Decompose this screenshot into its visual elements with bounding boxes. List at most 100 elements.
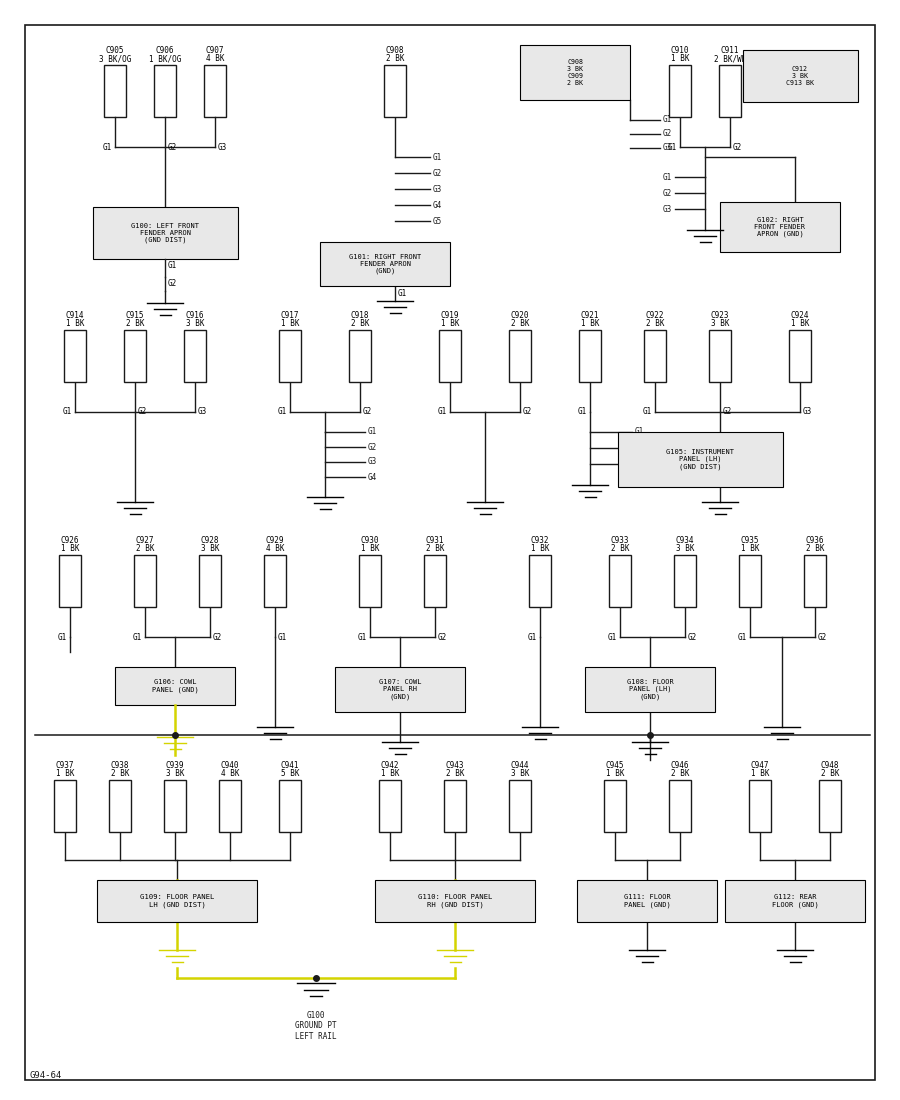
Text: 4 BK: 4 BK — [206, 54, 224, 63]
Bar — [749, 780, 771, 832]
Text: G1: G1 — [368, 428, 377, 437]
Text: G1: G1 — [358, 632, 367, 641]
Text: C939: C939 — [166, 761, 184, 770]
Text: C908
3 BK
C909
2 BK: C908 3 BK C909 2 BK — [567, 59, 583, 86]
Text: 1 BK: 1 BK — [751, 769, 770, 778]
Text: G106: COWL
PANEL (GND): G106: COWL PANEL (GND) — [151, 679, 198, 693]
Bar — [509, 780, 531, 832]
Text: 3 BK: 3 BK — [711, 319, 729, 328]
Text: G1: G1 — [437, 407, 447, 417]
Bar — [674, 556, 696, 607]
Text: 2 BK: 2 BK — [511, 319, 529, 328]
Text: C944: C944 — [511, 761, 529, 770]
Text: G94-64: G94-64 — [30, 1071, 62, 1080]
Text: G108: FLOOR
PANEL (LH)
(GND): G108: FLOOR PANEL (LH) (GND) — [626, 679, 673, 700]
Text: C942: C942 — [381, 761, 400, 770]
Text: 1 BK: 1 BK — [361, 544, 379, 553]
Text: G3: G3 — [662, 205, 672, 213]
Text: 1 BK: 1 BK — [670, 54, 689, 63]
Text: 1 BK: 1 BK — [791, 319, 809, 328]
Text: G1: G1 — [103, 143, 112, 152]
Bar — [604, 780, 626, 832]
Text: 2 BK: 2 BK — [670, 769, 689, 778]
Text: G2: G2 — [363, 407, 373, 417]
Text: 3 BK/OG: 3 BK/OG — [99, 54, 131, 63]
Text: G4: G4 — [433, 200, 442, 209]
Text: C934: C934 — [676, 536, 694, 544]
Bar — [439, 330, 461, 382]
Text: G2: G2 — [433, 168, 442, 177]
Bar — [93, 207, 238, 258]
Bar — [59, 556, 81, 607]
Text: 1 BK: 1 BK — [66, 319, 85, 328]
Text: C929: C929 — [266, 536, 284, 544]
Text: G4: G4 — [368, 473, 377, 482]
Text: 2 BK: 2 BK — [611, 544, 629, 553]
Text: G1: G1 — [578, 407, 587, 417]
Text: 3 BK: 3 BK — [511, 769, 529, 778]
Bar — [335, 667, 465, 712]
Text: G101: RIGHT FRONT
FENDER APRON
(GND): G101: RIGHT FRONT FENDER APRON (GND) — [349, 254, 421, 274]
Bar — [154, 65, 176, 117]
Bar — [279, 780, 301, 832]
Text: 1 BK: 1 BK — [580, 319, 599, 328]
Text: G2: G2 — [168, 143, 177, 152]
Bar — [719, 65, 741, 117]
Text: G102: RIGHT
FRONT FENDER
APRON (GND): G102: RIGHT FRONT FENDER APRON (GND) — [754, 217, 806, 238]
Text: G2: G2 — [662, 188, 672, 198]
Text: C914: C914 — [66, 311, 85, 320]
Text: C940: C940 — [220, 761, 239, 770]
Bar — [359, 556, 381, 607]
Text: 2 BK: 2 BK — [646, 319, 664, 328]
Text: G2: G2 — [688, 632, 698, 641]
Text: G5: G5 — [433, 217, 442, 226]
Text: C948: C948 — [821, 761, 839, 770]
Bar — [609, 556, 631, 607]
Text: 1 BK: 1 BK — [606, 769, 625, 778]
Bar — [375, 880, 535, 922]
Text: G1: G1 — [398, 288, 407, 297]
Text: G3: G3 — [218, 143, 227, 152]
Text: G2: G2 — [733, 143, 742, 152]
Text: G107: COWL
PANEL RH
(GND): G107: COWL PANEL RH (GND) — [379, 679, 421, 700]
Text: G110: FLOOR PANEL
RH (GND DIST): G110: FLOOR PANEL RH (GND DIST) — [418, 894, 492, 908]
Text: G2: G2 — [663, 130, 672, 139]
Bar — [444, 780, 466, 832]
Text: 1 BK: 1 BK — [381, 769, 400, 778]
Bar — [585, 667, 715, 712]
Bar — [164, 780, 186, 832]
Text: G2: G2 — [635, 443, 644, 452]
Text: 2 BK: 2 BK — [136, 544, 154, 553]
Text: 5 BK: 5 BK — [281, 769, 299, 778]
Text: C928: C928 — [201, 536, 220, 544]
Text: G3: G3 — [663, 143, 672, 153]
Text: G1: G1 — [278, 632, 287, 641]
Bar — [279, 330, 301, 382]
Text: C943: C943 — [446, 761, 464, 770]
Text: 1 BK: 1 BK — [531, 544, 549, 553]
Bar — [379, 780, 401, 832]
Text: G2: G2 — [138, 407, 148, 417]
Text: 3 BK: 3 BK — [185, 319, 204, 328]
Text: G105: INSTRUMENT
PANEL (LH)
(GND DIST): G105: INSTRUMENT PANEL (LH) (GND DIST) — [666, 449, 734, 470]
Text: G1: G1 — [668, 143, 677, 152]
Bar — [97, 880, 257, 922]
Text: G1: G1 — [278, 407, 287, 417]
Text: C932: C932 — [531, 536, 549, 544]
Bar — [742, 50, 858, 102]
Text: C916: C916 — [185, 311, 204, 320]
Bar — [644, 330, 666, 382]
Text: G1: G1 — [662, 173, 672, 182]
Text: 2 BK: 2 BK — [126, 319, 144, 328]
Text: G2: G2 — [213, 632, 222, 641]
Text: 2 BK/WH: 2 BK/WH — [714, 54, 746, 63]
Text: 2 BK: 2 BK — [111, 769, 130, 778]
Text: G2: G2 — [723, 407, 733, 417]
Bar — [529, 556, 551, 607]
Text: G1: G1 — [133, 632, 142, 641]
Bar — [320, 242, 450, 286]
Text: G1: G1 — [608, 632, 617, 641]
Text: 2 BK: 2 BK — [446, 769, 464, 778]
Text: G3: G3 — [433, 185, 442, 194]
Text: C941: C941 — [281, 761, 299, 770]
